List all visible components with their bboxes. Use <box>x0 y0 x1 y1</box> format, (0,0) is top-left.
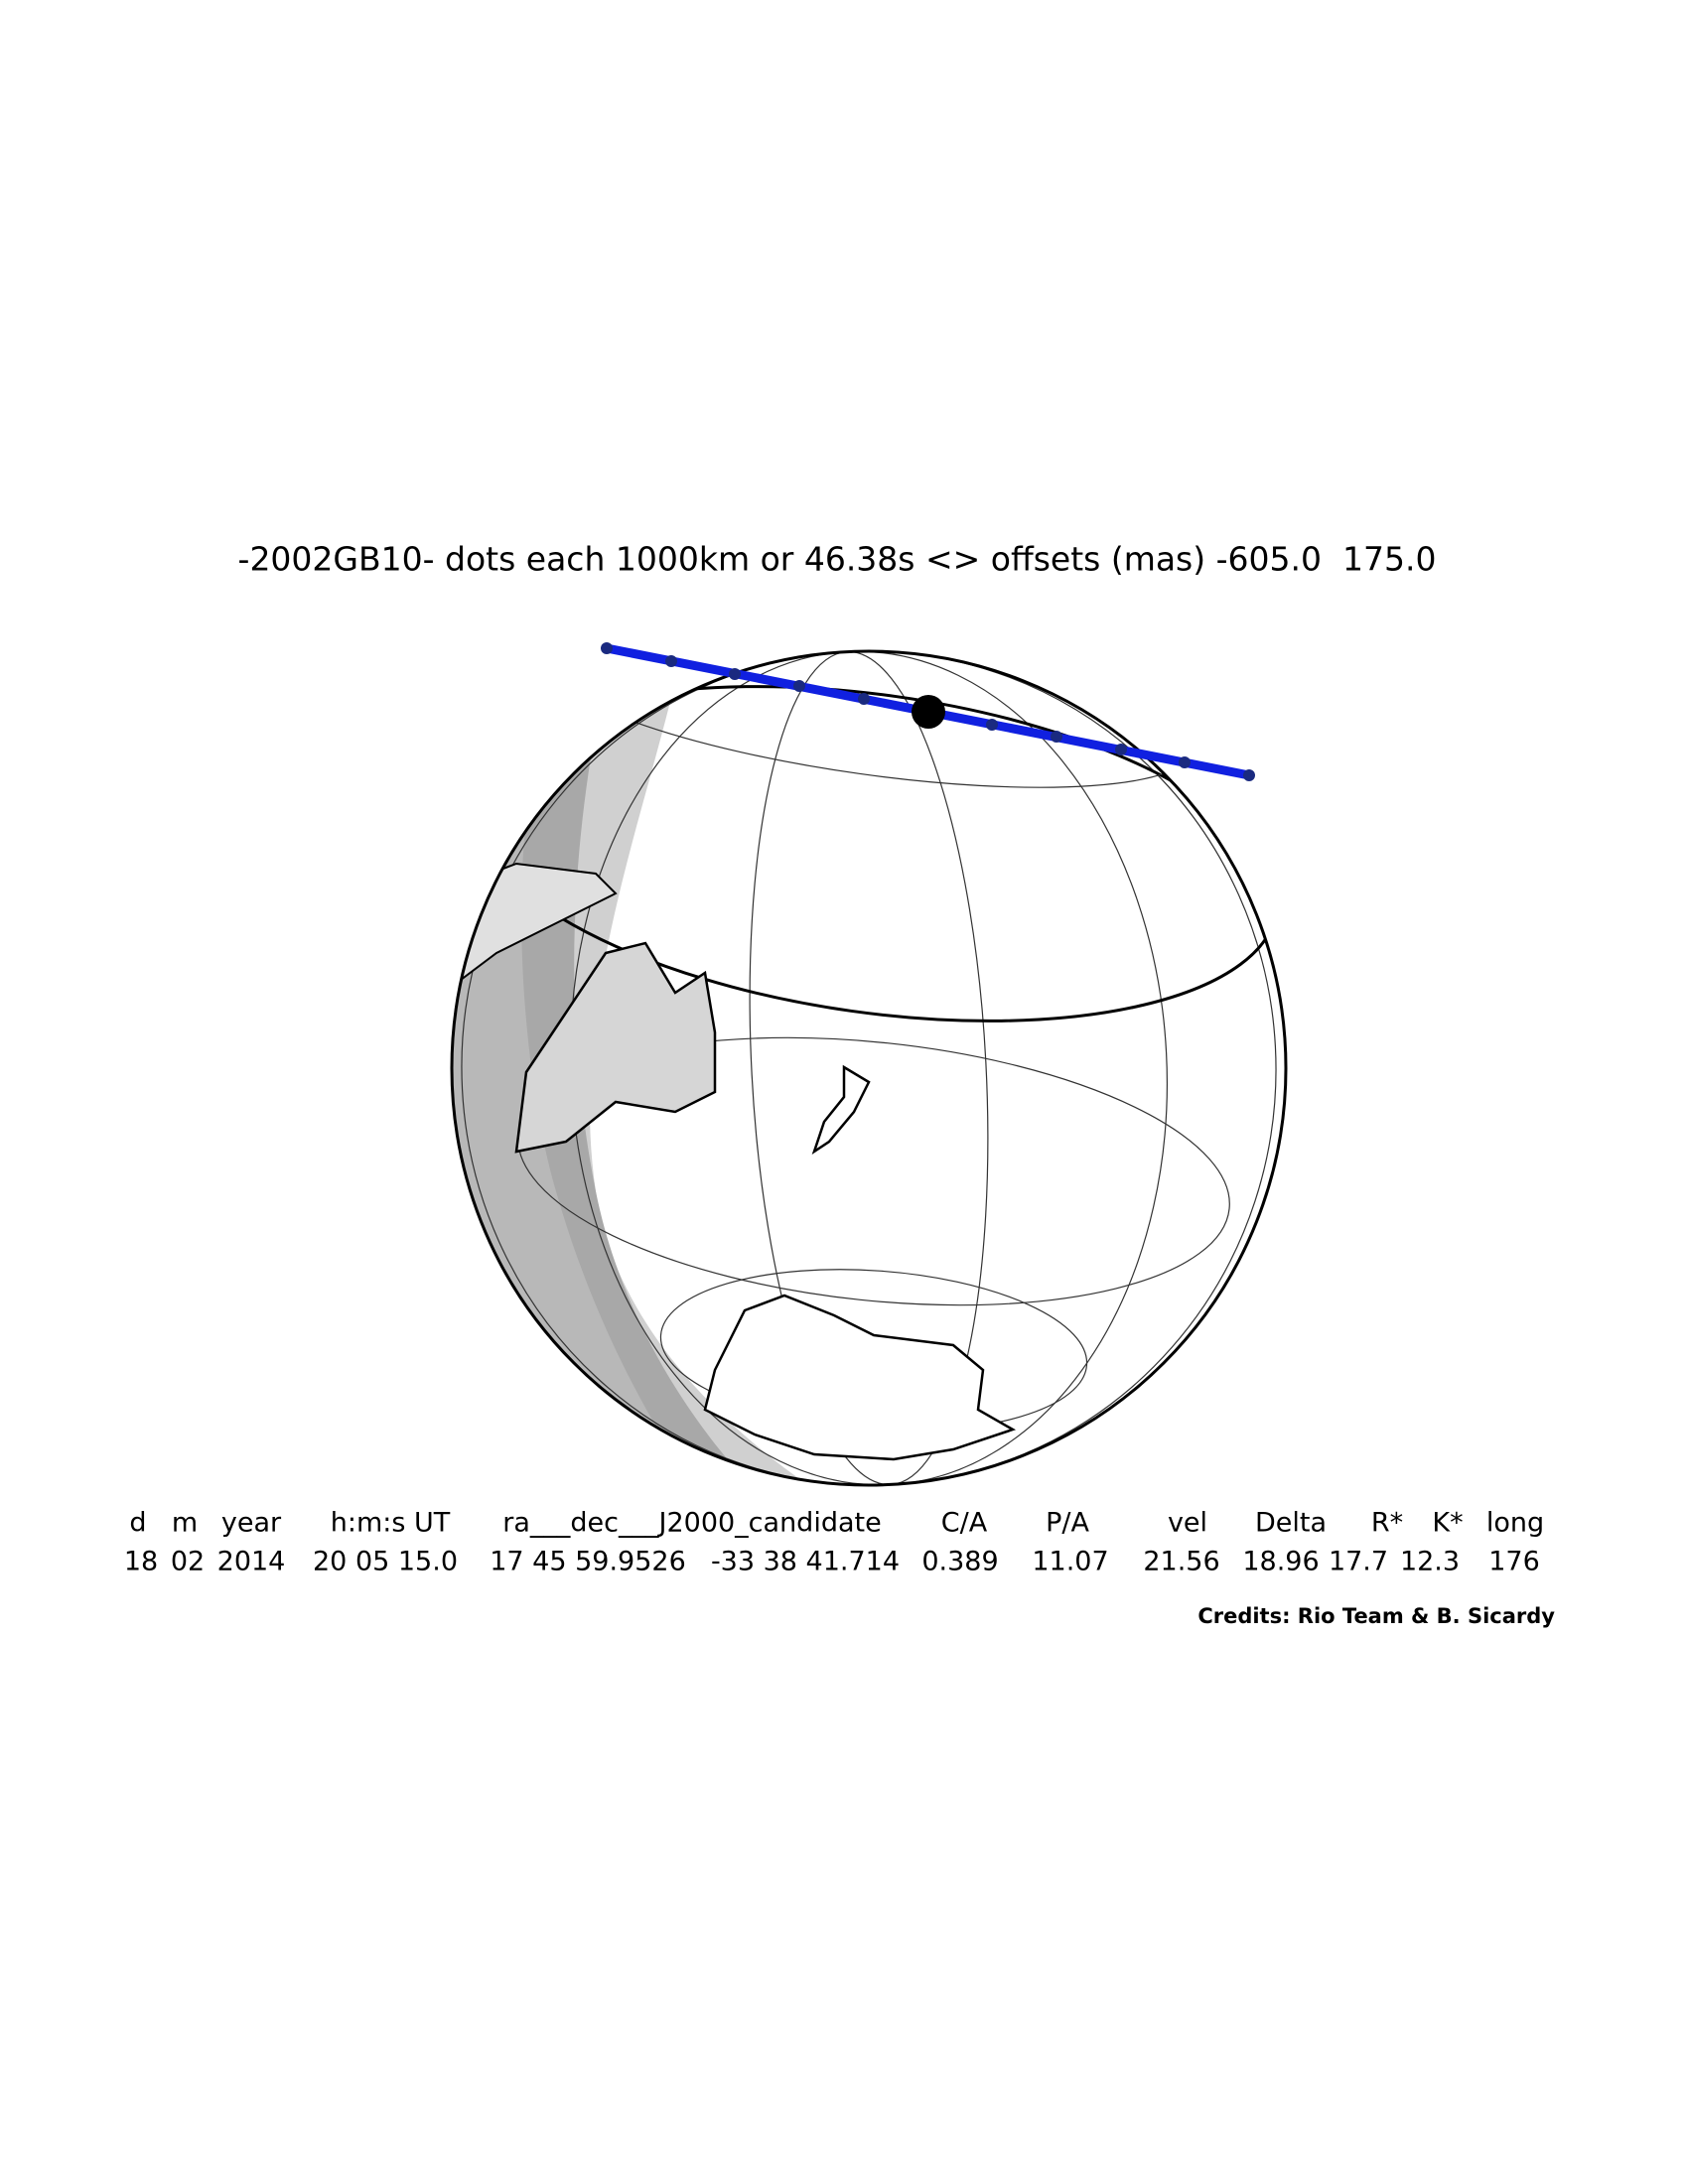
credits: Credits: Rio Team & B. Sicardy <box>1197 1604 1555 1628</box>
table-header: R* <box>1371 1508 1403 1539</box>
table-header: Delta <box>1255 1508 1327 1539</box>
table-value: 17 45 59.9526 <box>490 1547 686 1577</box>
table-header: C/A <box>941 1508 988 1539</box>
table-header: K* <box>1432 1508 1463 1539</box>
table-header: m <box>172 1508 198 1539</box>
table-value: 2014 <box>217 1547 286 1577</box>
info-table: d m year h:m:s UT ra___dec___J2000_candidate… <box>124 1508 1544 1577</box>
title: -2002GB10- dots each 1000km or 46.38s <>… <box>238 540 1437 579</box>
table-header: long <box>1486 1508 1544 1539</box>
table-value: 17.7 <box>1329 1547 1388 1577</box>
table-value: 20 05 15.0 <box>313 1547 458 1577</box>
table-header: vel <box>1168 1508 1207 1539</box>
table-header: P/A <box>1046 1508 1089 1539</box>
table-value: 02 <box>171 1547 205 1577</box>
central-point <box>912 695 945 729</box>
table-value: -33 38 41.714 <box>711 1547 900 1577</box>
table-header: ra___dec___J2000_candidate <box>502 1508 881 1539</box>
table-value: 18 <box>124 1547 158 1577</box>
occultation-path <box>601 642 1255 781</box>
table-value: 21.56 <box>1143 1547 1219 1577</box>
table-header: h:m:s UT <box>331 1508 451 1539</box>
table-header: year <box>221 1508 282 1539</box>
table-header: d <box>129 1508 146 1539</box>
globe <box>450 649 1288 1487</box>
table-value: 12.3 <box>1400 1547 1460 1577</box>
table-value: 0.389 <box>921 1547 998 1577</box>
table-value: 176 <box>1488 1547 1540 1577</box>
table-value: 11.07 <box>1032 1547 1108 1577</box>
table-value: 18.96 <box>1242 1547 1319 1577</box>
